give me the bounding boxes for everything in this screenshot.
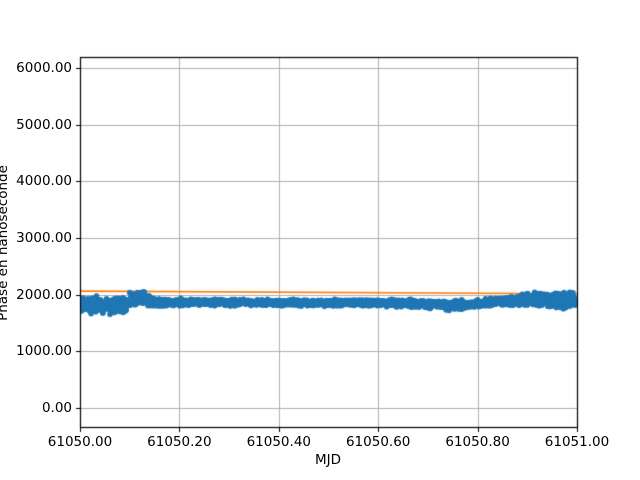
- x-axis-label: MJD: [314, 452, 342, 468]
- y-tick-label: 2000.00: [16, 286, 72, 303]
- x-tick-label: 61050.40: [246, 434, 311, 450]
- x-tick-label: 61050.20: [147, 434, 212, 450]
- y-tick-label: 0.00: [41, 400, 72, 416]
- x-tick-label: 61051.00: [544, 434, 610, 450]
- y-tick-label: 3000.00: [16, 230, 72, 246]
- y-tick-label: 1000.00: [16, 343, 72, 360]
- y-tick-label: 6000.00: [16, 60, 72, 76]
- y-tick-label: 5000.00: [16, 116, 72, 133]
- y-tick-label: 4000.00: [16, 173, 72, 190]
- x-tick-label: 61050.80: [445, 434, 510, 450]
- x-tick-label: 61050.60: [345, 434, 411, 450]
- x-tick-label: 61050.00: [47, 434, 113, 450]
